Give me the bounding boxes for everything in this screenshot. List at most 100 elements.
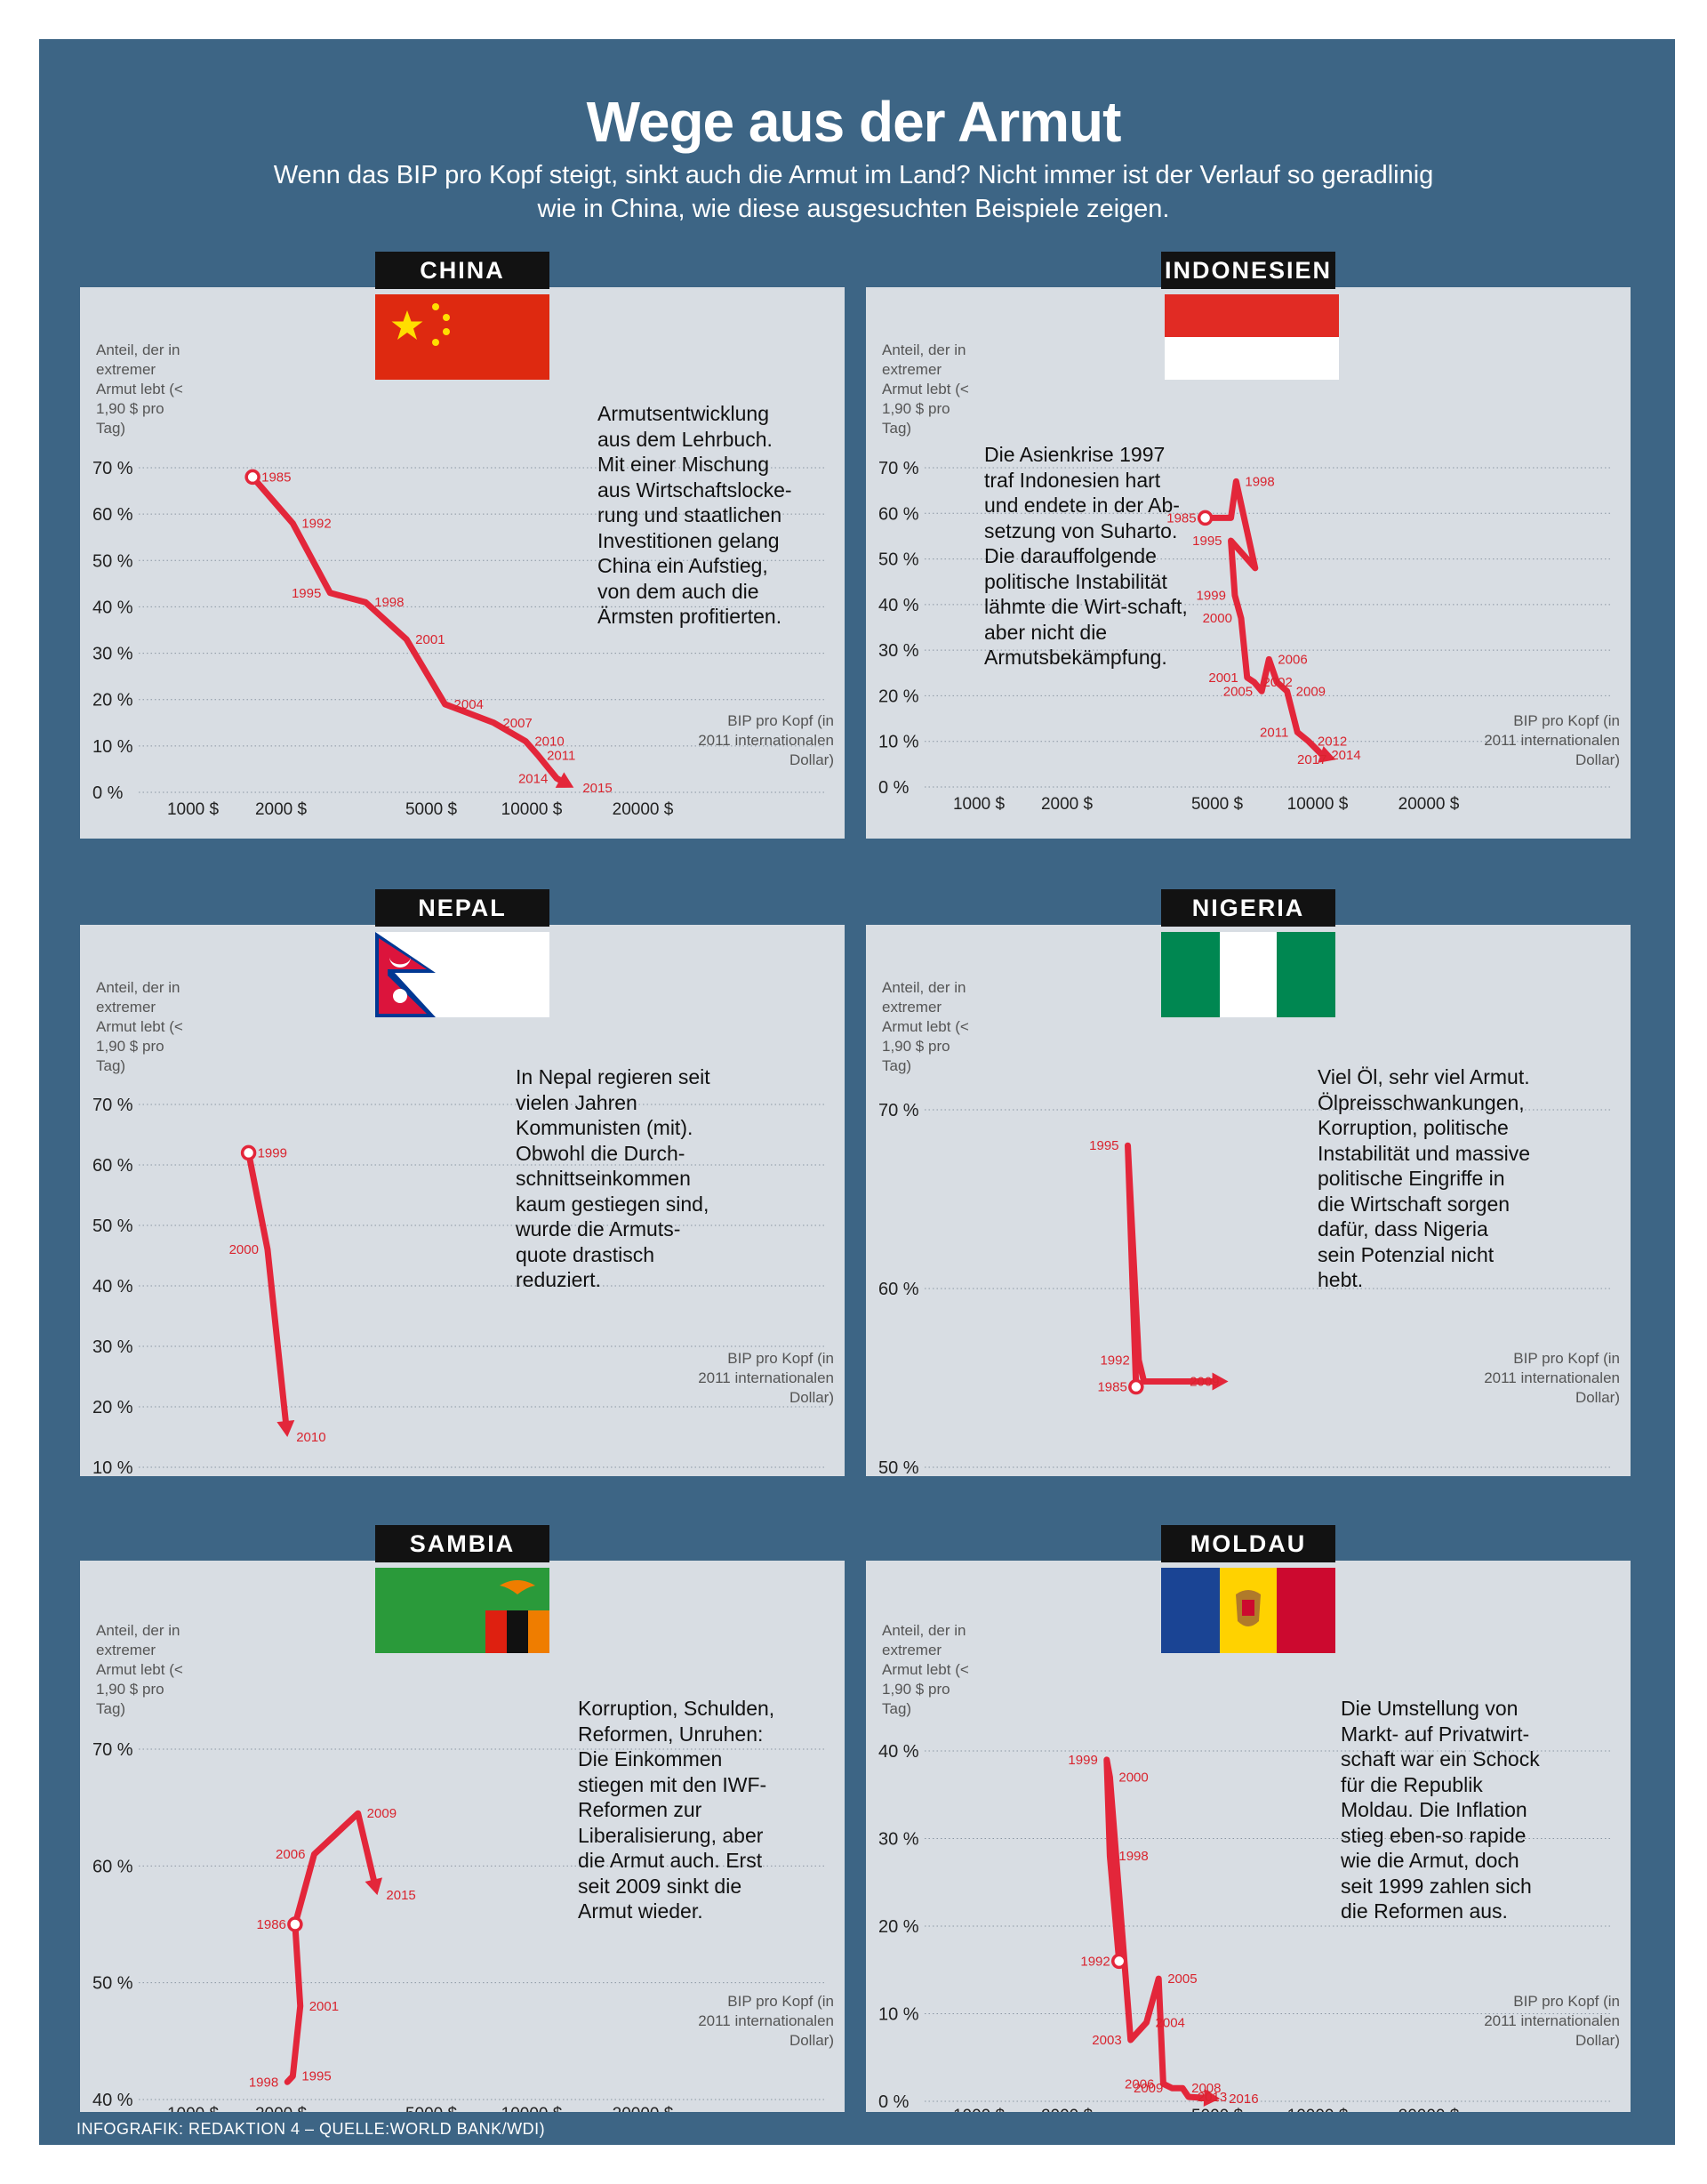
chart-description: Die Umstellung von Markt- auf Privatwirt…	[1341, 1697, 1540, 1923]
year-label: 2005	[1223, 684, 1253, 699]
year-label: 2009	[1190, 1375, 1219, 1390]
y-tick-label: 70 %	[878, 459, 919, 478]
y-tick-label: 20 %	[92, 1398, 133, 1417]
x-tick-label: 2000 $	[1041, 795, 1094, 814]
y-tick-label: 10 %	[878, 2005, 919, 2025]
page-subtitle: Wenn das BIP pro Kopf steigt, sinkt auch…	[273, 161, 1434, 223]
year-label: 1985	[261, 470, 291, 485]
country-label-nepal: NEPAL	[375, 889, 549, 927]
x-tick-label: 5000 $	[1191, 2107, 1244, 2112]
flag-china	[375, 294, 549, 380]
series-start-marker	[1110, 1953, 1127, 1970]
y-tick-label: 20 %	[878, 687, 919, 706]
year-label: 2012	[1318, 735, 1347, 750]
y-tick-label: 40 %	[878, 596, 919, 615]
chart-description: Korruption, Schulden, Reformen, Unruhen:…	[578, 1697, 775, 1923]
chart-description: Armutsentwicklung aus dem Lehrbuch. Mit …	[597, 402, 792, 628]
year-label: 2008	[1191, 2081, 1221, 2096]
flag-nigeria	[1161, 932, 1335, 1017]
x-tick-label: 10000 $	[501, 800, 563, 819]
y-tick-label: 30 %	[92, 645, 133, 664]
year-label: 1998	[249, 2075, 278, 2090]
y-tick-label: 40 %	[92, 2091, 133, 2110]
x-tick-label: 20000 $	[613, 2105, 674, 2112]
y-tick-label: 60 %	[92, 1857, 133, 1876]
year-label: 2000	[229, 1242, 259, 1257]
year-label: 2010	[534, 735, 564, 750]
x-axis-label: BIP pro Kopf (in 2011 internationalen Do…	[698, 1350, 834, 1406]
x-tick-label: 20000 $	[1398, 1475, 1460, 1476]
flag-zambia	[375, 1568, 549, 1653]
year-label: 2017	[1297, 752, 1326, 767]
year-label: 1995	[292, 586, 321, 601]
chart-description: Die Asienkrise 1997 traf Indonesien hart…	[984, 443, 1188, 669]
y-tick-label: 60 %	[92, 505, 133, 525]
x-tick-label: 1000 $	[953, 2107, 1006, 2112]
series-arrowhead	[1203, 2089, 1221, 2108]
series-line	[1103, 1756, 1213, 2101]
year-label: 1992	[1100, 1353, 1129, 1368]
x-tick-label: 1000 $	[167, 2105, 220, 2112]
y-tick-label: 0 %	[878, 2092, 910, 2112]
series-arrowhead	[555, 772, 574, 788]
x-axis-label: BIP pro Kopf (in 2011 internationalen Do…	[698, 712, 834, 768]
x-tick-label: 2000 $	[255, 800, 308, 819]
x-tick-label: 10000 $	[1287, 2107, 1349, 2112]
y-tick-label: 50 %	[92, 1216, 133, 1236]
x-tick-label: 1000 $	[167, 1475, 220, 1476]
y-tick-label: 30 %	[878, 1830, 919, 1850]
year-label: 1985	[1166, 510, 1196, 526]
x-tick-label: 10000 $	[1287, 1475, 1349, 1476]
country-label-moldova: MOLDAU	[1161, 1525, 1335, 1562]
y-axis-label: Anteil, der in extremer Armut lebt (< 1,…	[882, 341, 969, 437]
series-start-marker	[244, 469, 260, 486]
chart-moldova: 40 % 30 % 20 % 10 % 0 % 1000 $ 2000 $ 5000 $ 100…	[878, 1742, 1613, 2112]
year-label: 2009	[367, 1806, 397, 1821]
y-axis-label: Anteil, der in extremer Armut lebt (< 1,…	[882, 1622, 969, 1717]
y-tick-label: 50 %	[878, 550, 919, 570]
year-label: 2014	[518, 771, 548, 786]
year-label: 2005	[1167, 1971, 1197, 1987]
x-axis-label: BIP pro Kopf (in 2011 internationalen Do…	[698, 1993, 834, 2049]
x-tick-label: 10000 $	[1287, 795, 1349, 814]
x-tick-label: 2000 $	[1041, 2107, 1094, 2112]
flag-indonesia	[1165, 294, 1339, 380]
country-label-china: CHINA	[375, 252, 549, 289]
y-tick-label: 40 %	[92, 1277, 133, 1297]
year-label: 2004	[454, 697, 484, 712]
year-label: 1998	[1118, 1849, 1148, 1864]
year-label: 2000	[1118, 1770, 1148, 1786]
x-tick-label: 5000 $	[1191, 1475, 1244, 1476]
year-label: 2014	[1331, 748, 1360, 763]
y-tick-label: 20 %	[92, 691, 133, 711]
series-arrowhead	[276, 1420, 295, 1437]
chart-zambia: 70 % 60 % 50 % 40 % 1000 $ 2000 $ 5000 $ 10000 …	[92, 1740, 827, 2112]
y-tick-label: 10 %	[92, 1458, 133, 1476]
year-label: 2016	[1229, 2092, 1258, 2107]
year-label: 2009	[1296, 684, 1326, 699]
page-title: Wege aus der Armut	[586, 90, 1122, 154]
series-arrowhead	[1212, 1372, 1229, 1391]
year-label: 2001	[1208, 670, 1238, 686]
series-start-marker	[1128, 1378, 1144, 1395]
year-label: 1995	[301, 2069, 331, 2084]
year-label: 1992	[1080, 1954, 1110, 1969]
series-line	[1202, 478, 1329, 759]
year-label: 2006	[276, 1847, 305, 1862]
year-label: 1992	[301, 517, 331, 532]
x-tick-label: 2000 $	[1041, 1475, 1094, 1476]
y-tick-label: 70 %	[92, 459, 133, 478]
year-label: 1995	[1089, 1138, 1118, 1153]
x-tick-label: 1000 $	[167, 800, 220, 819]
y-tick-label: 70 %	[878, 1101, 919, 1120]
y-tick-label: 40 %	[878, 1742, 919, 1762]
year-label: 1999	[258, 1145, 287, 1160]
y-axis-label: Anteil, der in extremer Armut lebt (< 1,…	[96, 1622, 183, 1717]
y-tick-label: 50 %	[878, 1458, 919, 1476]
flag-moldova	[1161, 1568, 1335, 1653]
year-label: 1999	[1068, 1753, 1097, 1768]
country-label-indonesia: INDONESIEN	[1161, 252, 1335, 289]
y-tick-label: 70 %	[92, 1740, 133, 1760]
year-label: 2004	[1156, 2015, 1185, 2030]
chart-description: Viel Öl, sehr viel Armut. Ölpreisschwank…	[1318, 1065, 1531, 1291]
